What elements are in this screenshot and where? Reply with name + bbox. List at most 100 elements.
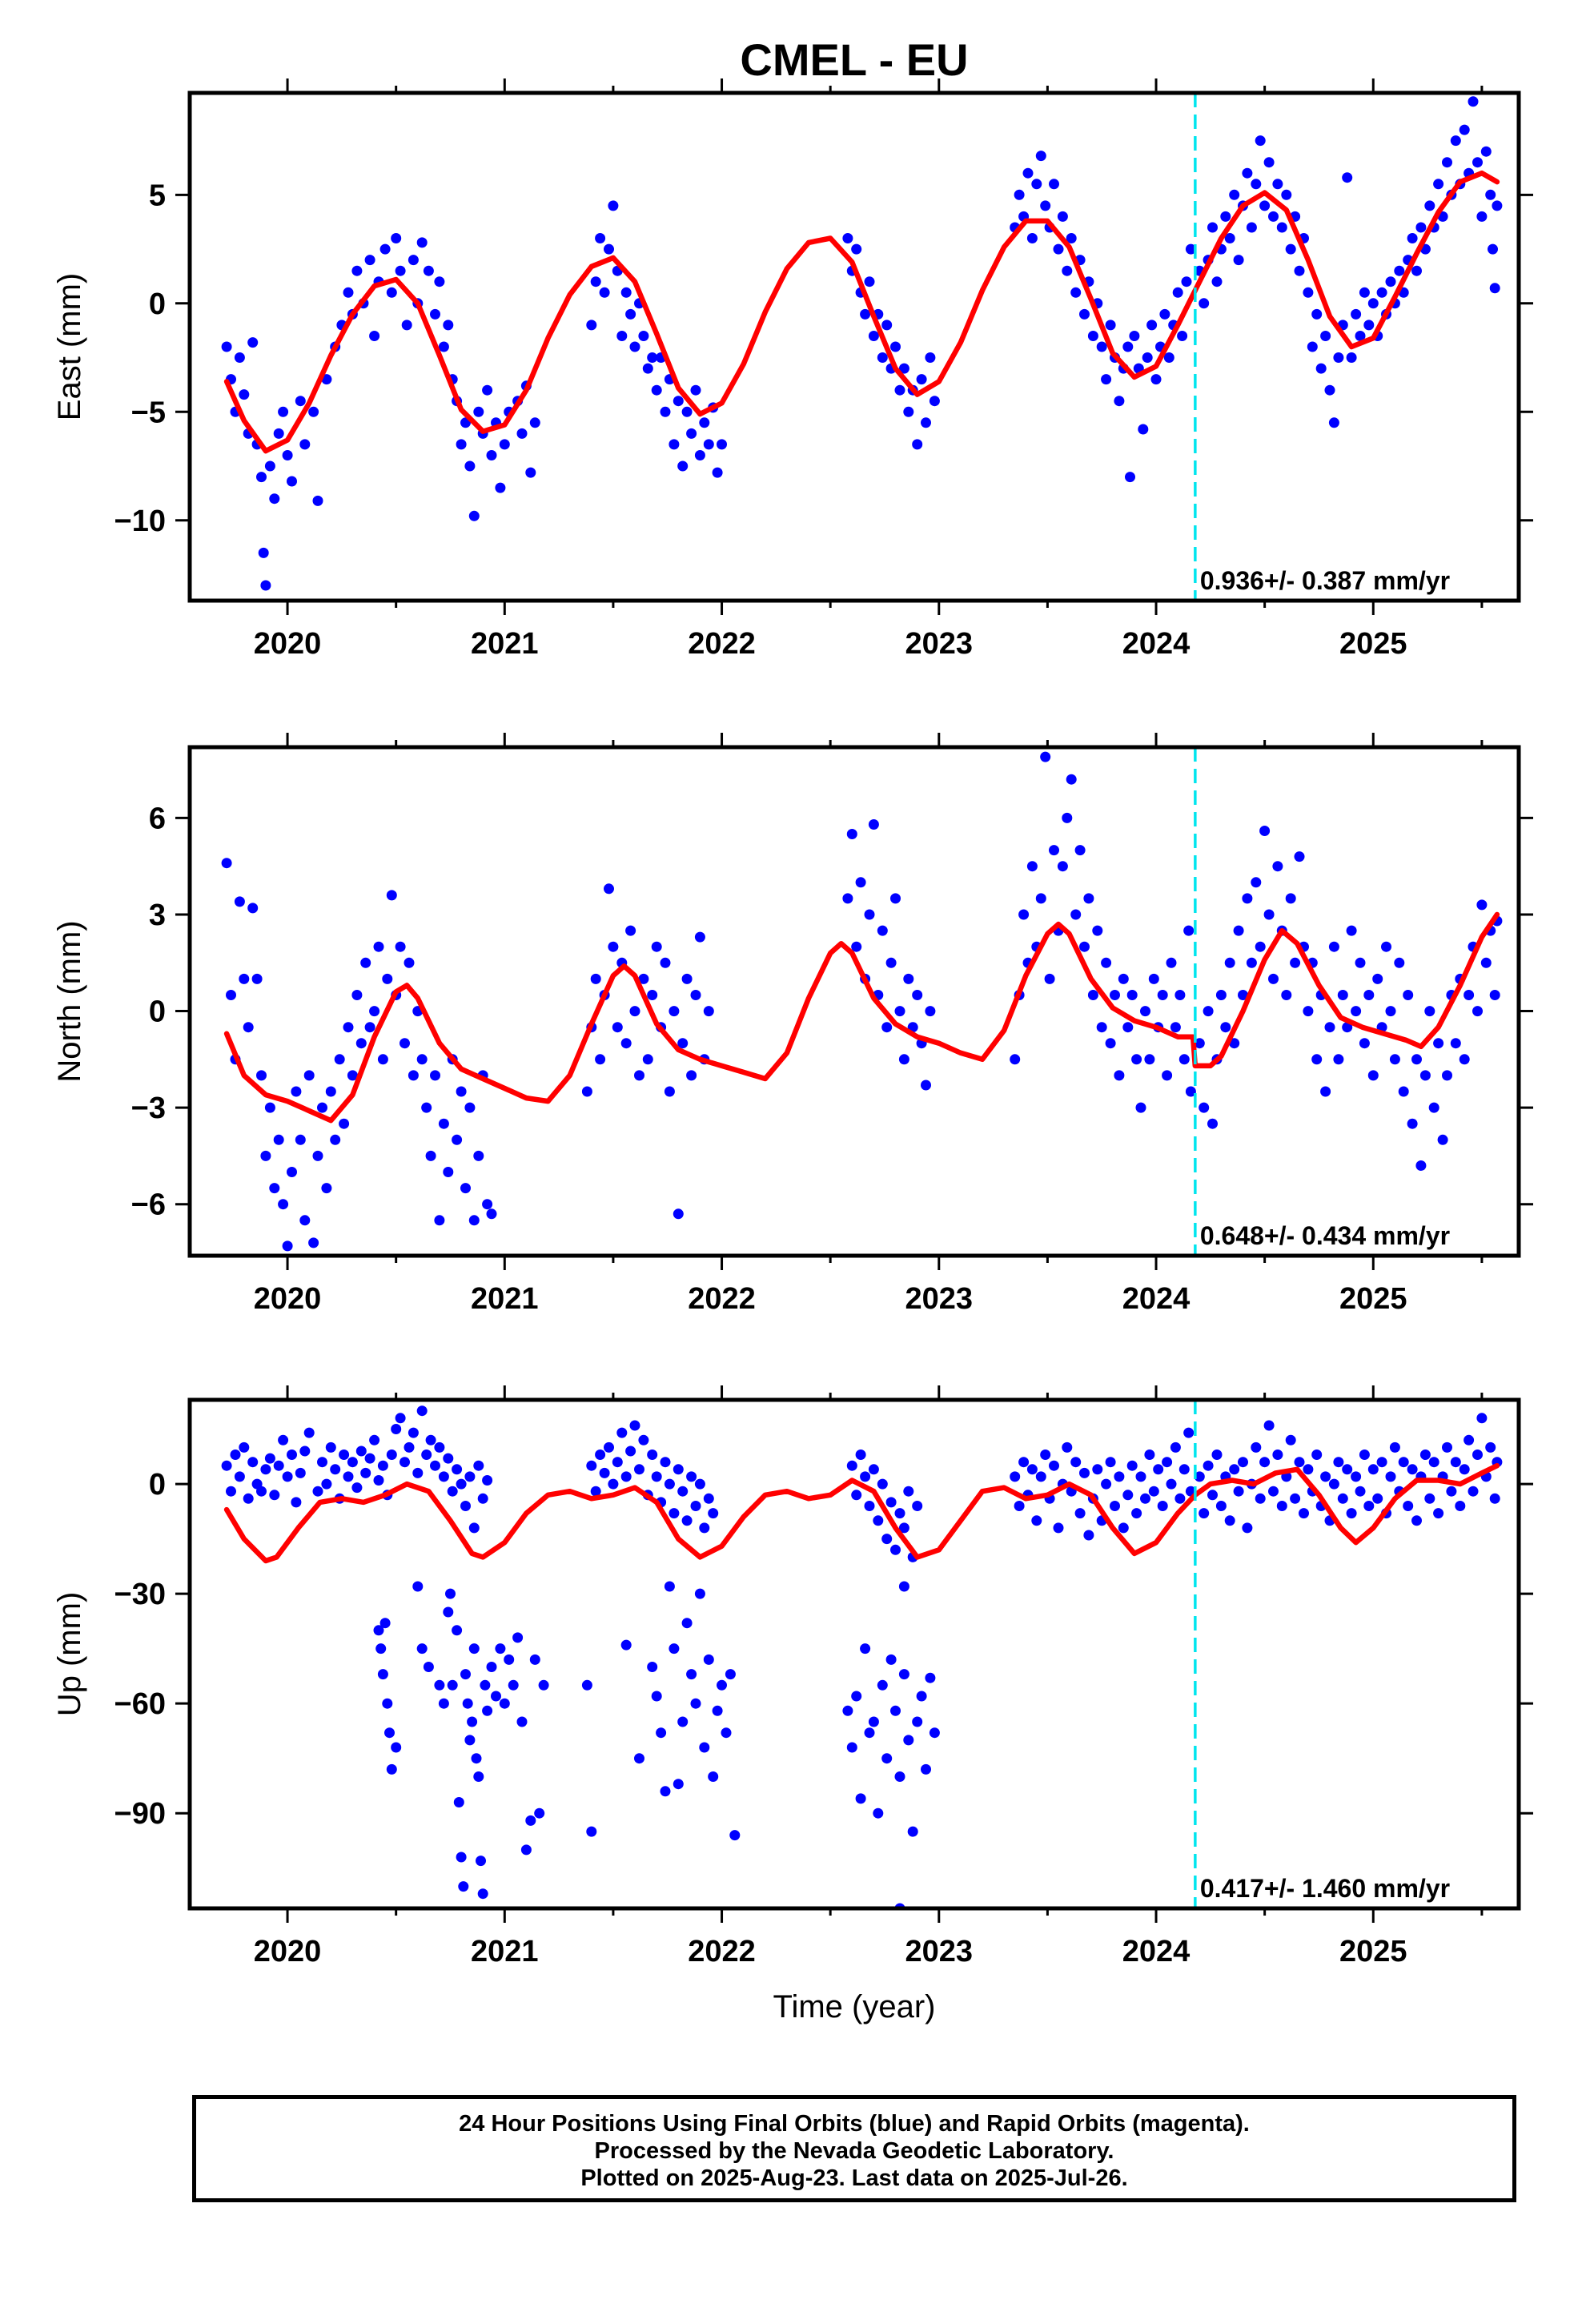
- data-point: [1459, 124, 1470, 135]
- data-point: [881, 1534, 893, 1545]
- data-point: [1066, 233, 1077, 243]
- data-point: [664, 1478, 675, 1490]
- data-point: [221, 1460, 232, 1471]
- footer-caption-box: 24 Hour Positions Using Final Orbits (bl…: [192, 2095, 1516, 2202]
- data-point: [1303, 287, 1314, 298]
- data-point: [369, 1006, 380, 1017]
- data-point: [1259, 200, 1271, 211]
- data-point: [647, 1662, 658, 1672]
- data-point: [1142, 352, 1153, 363]
- data-point: [299, 1215, 311, 1226]
- data-point: [404, 1441, 415, 1453]
- data-point: [1363, 320, 1375, 331]
- data-point: [729, 1830, 741, 1841]
- data-point: [885, 1654, 897, 1665]
- data-point: [1026, 233, 1038, 243]
- data-point: [1476, 211, 1488, 222]
- data-point: [1207, 222, 1218, 233]
- data-point: [681, 406, 693, 417]
- data-point: [499, 1698, 510, 1709]
- data-point: [873, 1515, 884, 1526]
- panel-2: 2020 2021 2022 2023 2024 2025 −6 −3 0 3 6 North (mm…: [52, 733, 1533, 1316]
- y-tick-label: 6: [149, 802, 166, 835]
- data-point: [303, 1427, 315, 1438]
- data-point: [725, 1669, 736, 1680]
- data-point: [525, 1815, 536, 1826]
- data-point: [1337, 990, 1348, 1000]
- data-point: [1480, 146, 1492, 157]
- data-point: [456, 1478, 467, 1490]
- data-point: [1442, 157, 1452, 168]
- data-point: [1035, 1471, 1046, 1482]
- data-point: [669, 439, 680, 450]
- data-point: [251, 973, 263, 984]
- footer-line-2: Processed by the Nevada Geodetic Laborat…: [594, 2138, 1114, 2164]
- data-point: [929, 1727, 940, 1739]
- data-point: [416, 1054, 428, 1065]
- data-point: [1238, 1457, 1248, 1468]
- data-point: [1110, 990, 1120, 1000]
- data-point: [608, 941, 619, 952]
- data-point: [1259, 826, 1271, 836]
- footer-line-1: 24 Hour Positions Using Final Orbits (bl…: [459, 2111, 1250, 2137]
- data-point: [412, 1581, 424, 1592]
- data-point: [1220, 1022, 1231, 1033]
- data-point: [1492, 200, 1503, 211]
- data-point: [377, 1669, 388, 1680]
- data-point: [673, 396, 684, 407]
- data-point: [1057, 211, 1068, 222]
- data-point: [1419, 1070, 1431, 1081]
- data-point: [321, 1183, 332, 1194]
- data-point: [1178, 1464, 1190, 1475]
- data-point: [1320, 331, 1331, 341]
- data-point: [681, 1618, 693, 1629]
- data-point: [408, 1427, 419, 1438]
- data-point: [516, 1716, 528, 1727]
- data-point: [226, 1486, 236, 1497]
- data-point: [1157, 990, 1168, 1000]
- y-tick-label: −10: [114, 505, 166, 538]
- data-point: [1272, 861, 1283, 872]
- data-point: [1185, 243, 1196, 255]
- data-point: [243, 1022, 254, 1033]
- data-point: [903, 406, 914, 417]
- data-point: [1157, 1501, 1168, 1511]
- data-point: [1489, 283, 1500, 294]
- data-point: [456, 1852, 467, 1863]
- data-point: [1199, 1102, 1210, 1113]
- data-point: [916, 374, 927, 385]
- data-point: [1294, 265, 1305, 276]
- data-point: [1299, 1508, 1309, 1519]
- data-point: [1472, 157, 1483, 168]
- data-point: [395, 1413, 406, 1424]
- data-point: [412, 1467, 424, 1478]
- data-point: [877, 1478, 888, 1490]
- data-point: [452, 1625, 463, 1636]
- data-point: [1122, 341, 1134, 352]
- data-point: [903, 1735, 914, 1746]
- data-point: [468, 1215, 480, 1226]
- data-point: [694, 1478, 705, 1490]
- data-point: [1294, 851, 1305, 862]
- data-point: [877, 352, 888, 363]
- data-point: [846, 1742, 857, 1753]
- x-tick-label: 2021: [471, 1935, 539, 1968]
- data-point: [1101, 957, 1112, 968]
- data-point: [1229, 1464, 1240, 1475]
- y-axis-label: Up (mm): [52, 1592, 87, 1717]
- data-point: [912, 990, 923, 1000]
- data-point: [898, 1522, 909, 1534]
- data-point: [586, 1460, 597, 1471]
- x-tick-label: 2023: [905, 627, 974, 661]
- data-point: [1144, 1449, 1155, 1460]
- data-point: [1125, 472, 1135, 483]
- data-point: [1285, 243, 1296, 255]
- data-point: [347, 1457, 358, 1468]
- x-axis-label: Time (year): [773, 1989, 936, 2024]
- data-point: [1272, 179, 1283, 190]
- data-point: [425, 1150, 436, 1161]
- data-point: [312, 495, 323, 506]
- data-point: [894, 1508, 905, 1519]
- data-point: [1044, 973, 1055, 984]
- fit-curve: [223, 911, 1500, 1124]
